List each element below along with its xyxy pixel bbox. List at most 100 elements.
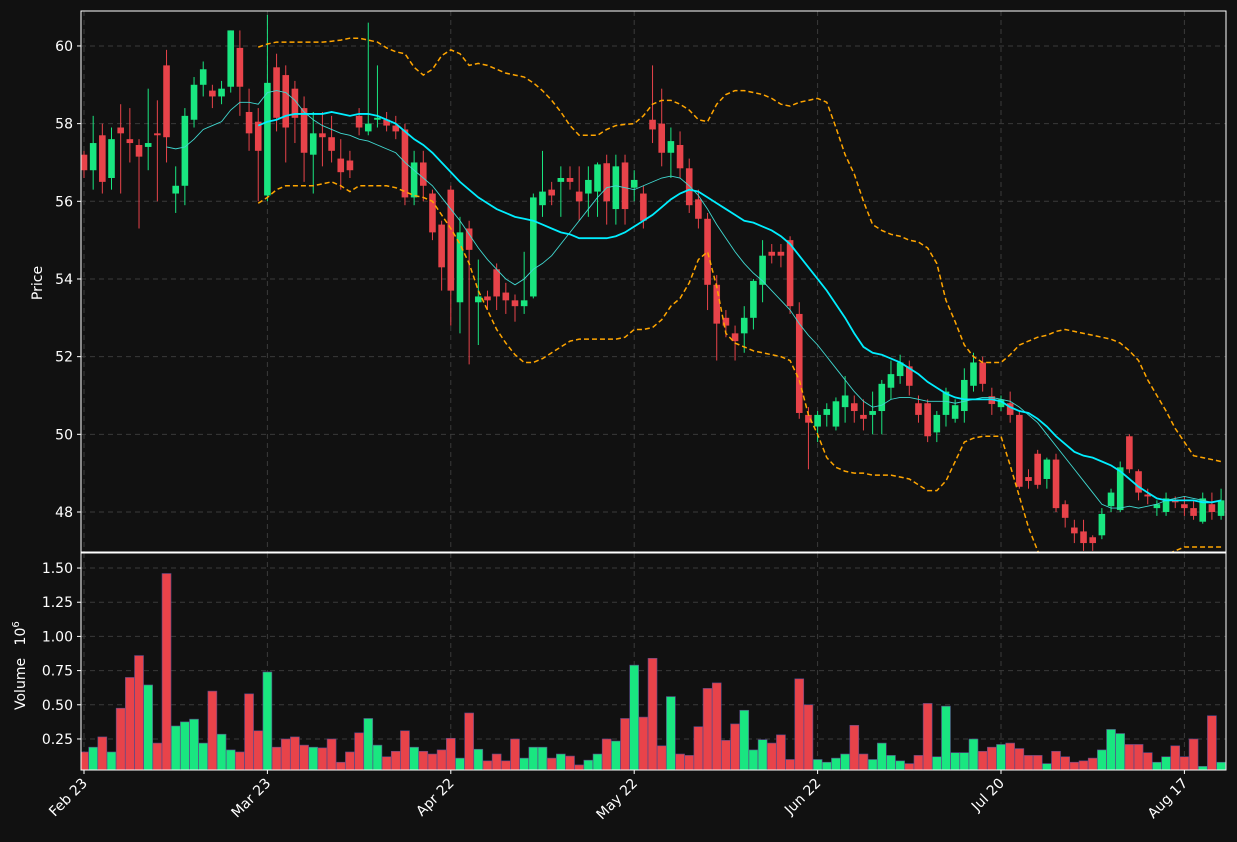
y-tick-label: 54 <box>55 272 73 288</box>
candle-body <box>99 135 106 182</box>
candle-body <box>502 292 510 301</box>
candle-body <box>915 403 922 415</box>
volume-bar <box>170 725 181 770</box>
candle-body <box>979 362 986 384</box>
candle-body <box>1199 498 1207 522</box>
volume-bar <box>1216 761 1226 770</box>
y-tick-label: 52 <box>55 350 73 366</box>
candle-body <box>484 296 491 301</box>
volume-bar <box>1023 755 1034 770</box>
volume-bar <box>290 736 300 770</box>
candle-body <box>1098 513 1106 536</box>
volume-bar <box>941 705 951 770</box>
candle-body <box>841 395 849 408</box>
volume-bar <box>840 753 850 770</box>
y-tick-label: 50 <box>55 427 73 443</box>
candle-body <box>850 403 858 412</box>
volume-bar <box>785 759 795 770</box>
candle-body <box>245 111 253 134</box>
volume-bar <box>280 738 291 770</box>
candle-body <box>740 317 748 334</box>
volume-bar <box>546 757 557 770</box>
candle-body <box>1135 471 1142 493</box>
candle-body <box>126 139 134 144</box>
candle-body <box>1043 459 1051 479</box>
volume-bar <box>721 740 731 770</box>
volume-bar <box>620 718 630 770</box>
candle-body <box>1208 504 1216 512</box>
volume-bar <box>335 761 346 770</box>
candle-body <box>667 141 675 153</box>
volume-bar <box>932 756 942 770</box>
volume-bar <box>1097 749 1107 770</box>
candle-body <box>410 162 418 198</box>
volume-bar <box>115 707 126 770</box>
candle-body <box>676 144 684 169</box>
candle-body <box>465 228 473 250</box>
volume-bar <box>189 718 199 770</box>
volume-scale-exponent: 6 <box>11 621 22 627</box>
candle-body <box>860 414 867 419</box>
volume-bar <box>748 749 759 770</box>
candle-body <box>1181 504 1188 509</box>
candle-body <box>218 88 225 97</box>
candle-body <box>511 300 519 307</box>
volume-bar <box>794 678 805 770</box>
candle-body <box>685 168 693 206</box>
candle-body <box>530 197 537 297</box>
volume-bar <box>996 744 1006 770</box>
candle-body <box>1171 500 1179 503</box>
volume-bar <box>693 726 704 770</box>
volume-bar <box>1032 755 1043 770</box>
candle-body <box>1071 527 1078 534</box>
volume-bar <box>235 751 245 770</box>
y-tick-label: 1.50 <box>42 561 73 577</box>
volume-bar <box>1078 760 1089 770</box>
volume-bar <box>1051 750 1061 770</box>
y-tick-label: 60 <box>55 39 73 55</box>
volume-bar <box>390 750 401 770</box>
volume-bar <box>730 723 740 770</box>
volume-bar <box>308 746 319 770</box>
candle-body <box>1052 459 1060 509</box>
candle-body <box>89 143 97 171</box>
volume-bar <box>711 682 722 770</box>
candle-body <box>1089 537 1096 544</box>
volume-bar <box>766 742 777 770</box>
y-tick-label: 56 <box>55 194 73 210</box>
candle-body <box>612 166 620 210</box>
volume-bar <box>1179 756 1190 770</box>
volume-bar <box>803 704 814 770</box>
volume-bar <box>565 755 575 770</box>
candle-body <box>117 127 124 134</box>
volume-bar <box>262 671 273 770</box>
candle-body <box>713 284 721 324</box>
volume-bar <box>436 749 447 770</box>
volume-bar <box>1142 752 1153 770</box>
volume-bar <box>326 738 337 770</box>
volume-bar <box>345 751 355 770</box>
volume-bar <box>537 746 548 770</box>
candle-body <box>878 383 886 412</box>
volume-bar <box>180 721 190 770</box>
candle-body <box>869 411 876 415</box>
volume-bar <box>253 730 264 770</box>
candle-body <box>704 218 711 285</box>
candle-body <box>144 143 152 147</box>
volume-bar <box>1005 742 1015 770</box>
candle-body <box>585 179 592 194</box>
y-tick-label: 1.25 <box>42 595 73 611</box>
volume-bar <box>675 753 685 770</box>
volume-bar <box>601 738 612 770</box>
volume-bar <box>1087 757 1098 770</box>
volume-bar <box>317 747 328 770</box>
candle-body <box>401 129 409 198</box>
candle-body <box>383 119 390 126</box>
candle-body <box>722 317 730 326</box>
candle-body <box>557 177 565 182</box>
volume-bar <box>1133 744 1144 770</box>
volume-scale-base: 10 <box>13 628 29 646</box>
volume-bar <box>666 696 676 770</box>
candle-body <box>1107 492 1115 507</box>
volume-bar <box>225 749 236 770</box>
